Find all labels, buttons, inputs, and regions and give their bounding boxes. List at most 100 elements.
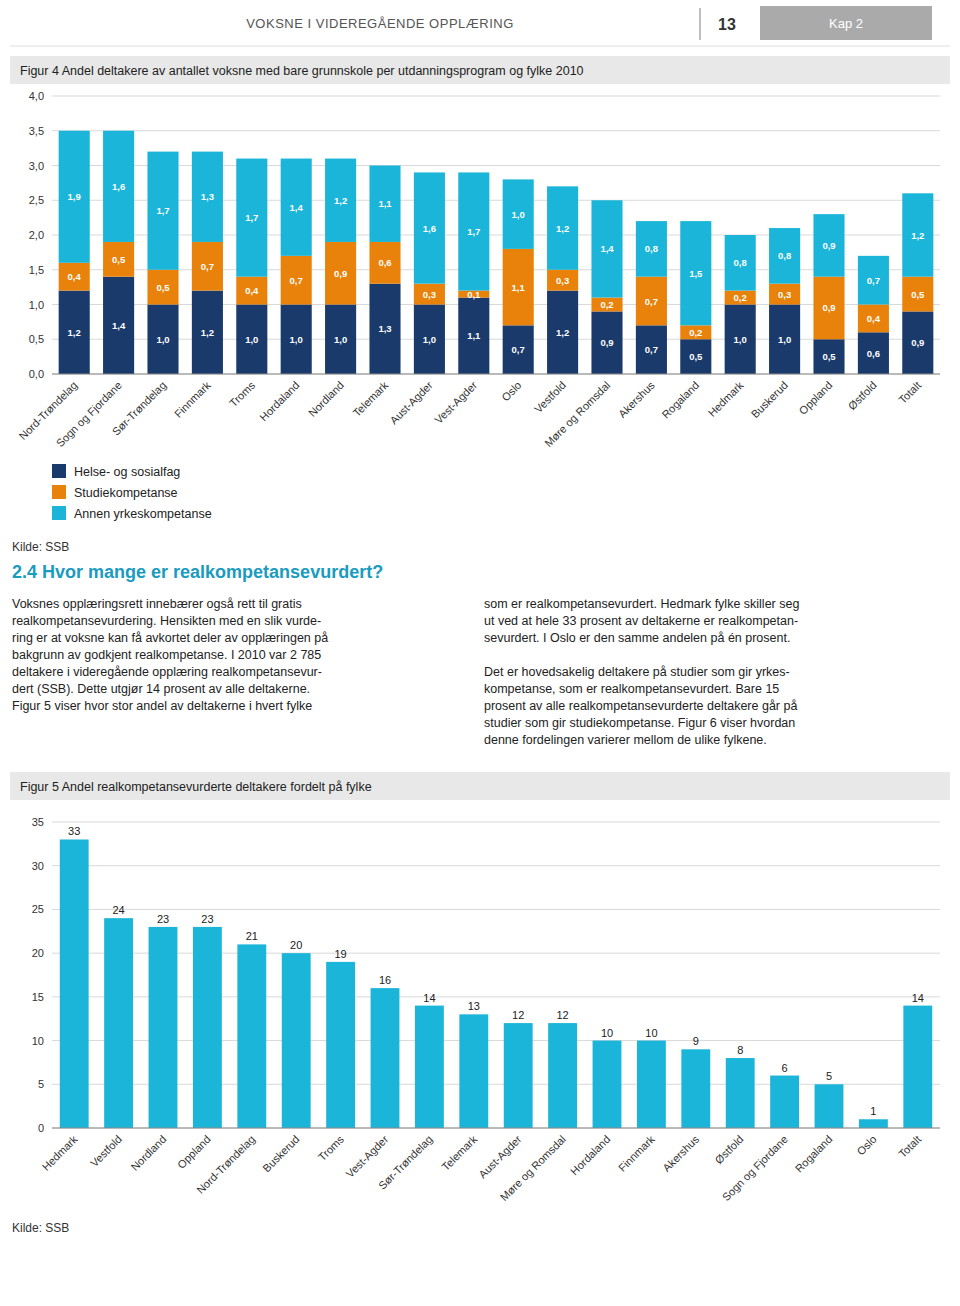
x-axis-line	[52, 374, 940, 375]
data-label: 1,0	[290, 334, 303, 345]
bar-segment	[503, 179, 534, 249]
x-tick-label: Vest-Agder	[343, 1133, 390, 1180]
bar-segment	[547, 186, 578, 269]
bar	[415, 1006, 444, 1128]
bar	[459, 1014, 488, 1128]
bar-segment	[813, 339, 844, 374]
data-label: 14	[423, 992, 435, 1004]
bar-segment	[813, 214, 844, 277]
x-tick-label: Sogn og Fjordane	[720, 1133, 790, 1203]
body-text-line: deltakere i videregående opplæring realk…	[12, 665, 322, 679]
y-tick-label: 3,5	[29, 125, 44, 137]
data-label: 0,5	[112, 254, 126, 265]
data-label: 0,5	[822, 351, 836, 362]
bar-segment	[458, 298, 489, 374]
x-tick-label: Oppland	[797, 379, 835, 417]
data-label: 1,0	[423, 334, 436, 345]
bar-segment	[769, 305, 800, 375]
x-tick-label: Vestfold	[532, 379, 568, 415]
bar-segment	[414, 284, 445, 305]
bar	[593, 1041, 622, 1128]
y-tick-label: 35	[32, 816, 44, 828]
body-text: som er realkompetansevurdert. Hedmark fy…	[484, 597, 799, 747]
x-tick-label: Sogn og Fjordane	[54, 379, 124, 449]
data-label: 0,2	[734, 292, 747, 303]
data-label: 1,0	[245, 334, 258, 345]
grid-line	[52, 165, 940, 166]
data-label: 0,8	[734, 257, 747, 268]
bars	[59, 131, 934, 374]
grid-line	[52, 1084, 940, 1085]
bar-segment	[59, 131, 90, 263]
grid-line	[52, 339, 940, 340]
grid-line	[52, 130, 940, 131]
y-tick-label: 15	[32, 991, 44, 1003]
data-label: 1,7	[156, 205, 169, 216]
legend: Helse- og sosialfagStudiekompetanseAnnen…	[52, 464, 212, 521]
bar-segment	[591, 200, 622, 297]
bar-segment	[636, 221, 667, 277]
header-title: VOKSNE I VIDEREGÅENDE OPPLÆRING	[246, 16, 514, 31]
x-tick-label: Østfold	[846, 379, 879, 412]
grid-line	[52, 304, 940, 305]
bar-segment	[236, 277, 267, 305]
bar-segment	[192, 242, 223, 291]
data-label: 0,7	[512, 344, 525, 355]
body-text-line: denne fordelingen varierer mellom de uli…	[484, 733, 767, 747]
bar-segment	[236, 305, 267, 375]
data-label: 1,2	[68, 327, 81, 338]
bar-segment	[725, 291, 756, 305]
data-label: 14	[912, 992, 924, 1004]
x-axis: Nord-TrøndelagSogn og FjordaneSør-Trønde…	[17, 379, 924, 450]
bar-segment	[369, 284, 400, 374]
bar-segment	[680, 325, 711, 339]
data-label: 1,0	[156, 334, 169, 345]
body-text-line: bakgrunn av godkjent realkompetanse. I 2…	[12, 648, 321, 662]
x-tick-label: Nordland	[306, 379, 346, 419]
data-label: 10	[645, 1027, 657, 1039]
data-label: 23	[157, 913, 169, 925]
y-tick-label: 30	[32, 860, 44, 872]
header-chapter: Kap 2	[829, 16, 863, 31]
x-tick-label: Akershus	[616, 379, 657, 420]
data-label: 24	[112, 904, 124, 916]
grid-line	[52, 909, 940, 910]
bar-segment	[503, 325, 534, 374]
data-label: 1,2	[334, 195, 347, 206]
legend-entry: Studiekompetanse	[74, 486, 178, 500]
y-tick-label: 2,0	[29, 229, 44, 241]
x-tick-label: Hedmark	[706, 379, 746, 419]
data-label: 0,9	[822, 302, 835, 313]
data-label: 0,9	[334, 268, 347, 279]
data-label: 33	[68, 825, 80, 837]
bar-segment	[147, 152, 178, 270]
y-tick-label: 0,5	[29, 333, 44, 345]
bar-segment	[769, 284, 800, 305]
bar-segment	[147, 270, 178, 305]
source-note: Kilde: SSB	[12, 540, 69, 554]
legend-swatch	[52, 485, 66, 499]
y-tick-label: 0	[38, 1122, 44, 1134]
y-axis: 0,00,51,01,52,02,53,03,54,0	[29, 90, 940, 380]
body-text-line: Figur 5 viser hvor stor andel av deltake…	[12, 699, 312, 713]
x-tick-label: Rogaland	[793, 1133, 835, 1175]
body-text-line: Det er hovedsakelig deltakere på studier…	[484, 665, 790, 679]
x-tick-label: Aust-Agder	[476, 1133, 524, 1181]
x-tick-label: Totalt	[896, 1133, 923, 1160]
bar-segment	[458, 172, 489, 290]
data-label: 8	[737, 1044, 743, 1056]
bar-segment	[858, 332, 889, 374]
data-label: 0,4	[245, 285, 259, 296]
y-tick-label: 4,0	[29, 90, 44, 102]
data-label: 1,2	[911, 230, 924, 241]
data-label: 0,7	[867, 275, 880, 286]
data-label: 0,5	[156, 282, 170, 293]
data-label: 0,9	[911, 337, 924, 348]
bar-segment	[636, 277, 667, 326]
bar-segment	[680, 339, 711, 374]
data-label: 23	[201, 913, 213, 925]
data-label: 19	[334, 948, 346, 960]
grid-line	[52, 374, 940, 375]
y-tick-label: 5	[38, 1078, 44, 1090]
bar-segment	[591, 298, 622, 312]
